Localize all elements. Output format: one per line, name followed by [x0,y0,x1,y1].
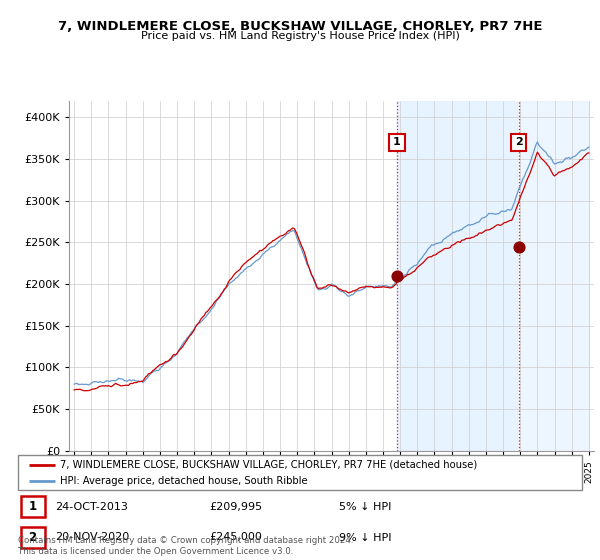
Point [392,272,402,281]
Text: 7, WINDLEMERE CLOSE, BUCKSHAW VILLAGE, CHORLEY, PR7 7HE: 7, WINDLEMERE CLOSE, BUCKSHAW VILLAGE, C… [58,20,542,32]
Point [514,242,523,251]
Text: HPI: Average price, detached house, South Ribble: HPI: Average price, detached house, Sout… [60,477,308,486]
Text: 7, WINDLEMERE CLOSE, BUCKSHAW VILLAGE, CHORLEY, PR7 7HE (detached house): 7, WINDLEMERE CLOSE, BUCKSHAW VILLAGE, C… [60,460,478,470]
Text: Contains HM Land Registry data © Crown copyright and database right 2024.
This d: Contains HM Land Registry data © Crown c… [18,536,353,556]
Text: 1: 1 [393,137,401,147]
Text: 2: 2 [515,137,523,147]
Text: 9% ↓ HPI: 9% ↓ HPI [340,533,392,543]
Text: £245,000: £245,000 [210,533,263,543]
Bar [21,527,44,548]
Bar [21,496,44,517]
Text: 20-NOV-2020: 20-NOV-2020 [55,533,129,543]
Text: Price paid vs. HM Land Registry's House Price Index (HPI): Price paid vs. HM Land Registry's House … [140,31,460,41]
Text: 2: 2 [29,531,37,544]
Text: 24-OCT-2013: 24-OCT-2013 [55,502,128,512]
Text: 1: 1 [29,501,37,514]
Text: 5% ↓ HPI: 5% ↓ HPI [340,502,392,512]
Text: £209,995: £209,995 [210,502,263,512]
